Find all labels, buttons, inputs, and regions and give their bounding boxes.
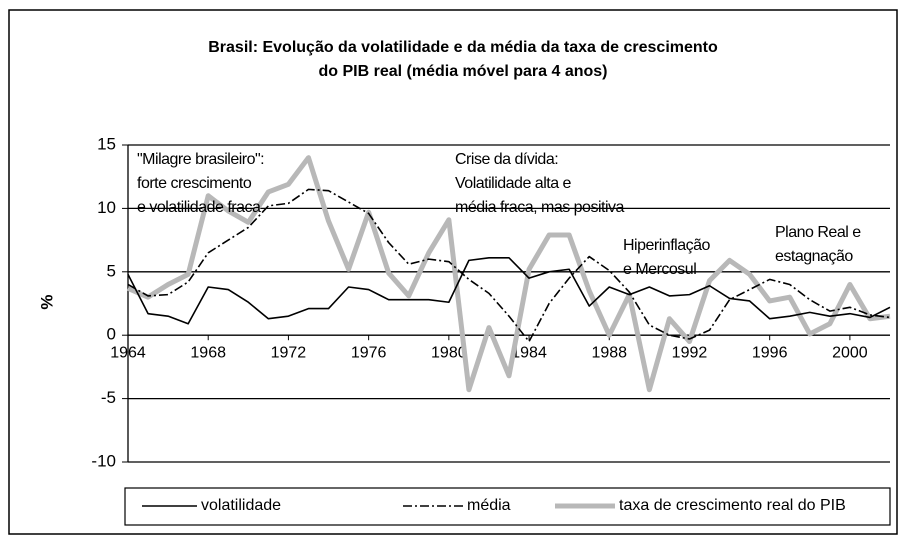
x-tick-label: 1976 <box>351 344 387 361</box>
series-line <box>127 257 891 325</box>
x-tick-label: 1972 <box>271 344 307 361</box>
series-line <box>127 188 891 343</box>
annotation: média fraca, mas positiva <box>455 199 625 216</box>
x-tick-label: 1968 <box>190 344 226 361</box>
x-tick-label: 1996 <box>752 344 788 361</box>
x-tick-label: 1992 <box>672 344 708 361</box>
y-tick-label: 5 <box>107 261 116 280</box>
x-tick-label: 1984 <box>511 344 547 361</box>
y-tick-label: -10 <box>91 451 116 470</box>
annotation: Plano Real e <box>775 224 861 241</box>
y-axis-label: % <box>37 294 56 309</box>
chart-title: Brasil: Evolução da volatilidade e da mé… <box>208 39 718 56</box>
annotation: estagnação <box>775 248 853 265</box>
x-tick-label: 1980 <box>431 344 467 361</box>
legend-label: média <box>467 497 511 514</box>
legend <box>124 487 891 526</box>
annotation: Hiperinflação <box>623 237 710 254</box>
y-tick-label: 10 <box>97 198 116 217</box>
series-line <box>126 155 891 393</box>
y-tick-label: 0 <box>107 325 116 344</box>
y-tick-label: -5 <box>101 388 116 407</box>
legend-label: taxa de crescimento real do PIB <box>619 497 846 514</box>
x-tick-label: 1964 <box>110 344 146 361</box>
x-tick-label: 1988 <box>591 344 627 361</box>
annotation: forte crescimento <box>137 175 252 192</box>
annotation: Crise da dívida: <box>455 151 558 168</box>
annotation: Volatilidade alta e <box>455 175 572 192</box>
legend-label: volatilidade <box>201 497 281 514</box>
annotation: "Milagre brasileiro": <box>137 151 264 168</box>
annotation: e volatilidade fraca <box>137 199 261 216</box>
chart-title: do PIB real (média móvel para 4 anos) <box>319 63 608 80</box>
y-tick-label: 15 <box>97 134 116 153</box>
x-tick-label: 2000 <box>832 344 868 361</box>
annotation: e Mercosul <box>623 261 696 278</box>
